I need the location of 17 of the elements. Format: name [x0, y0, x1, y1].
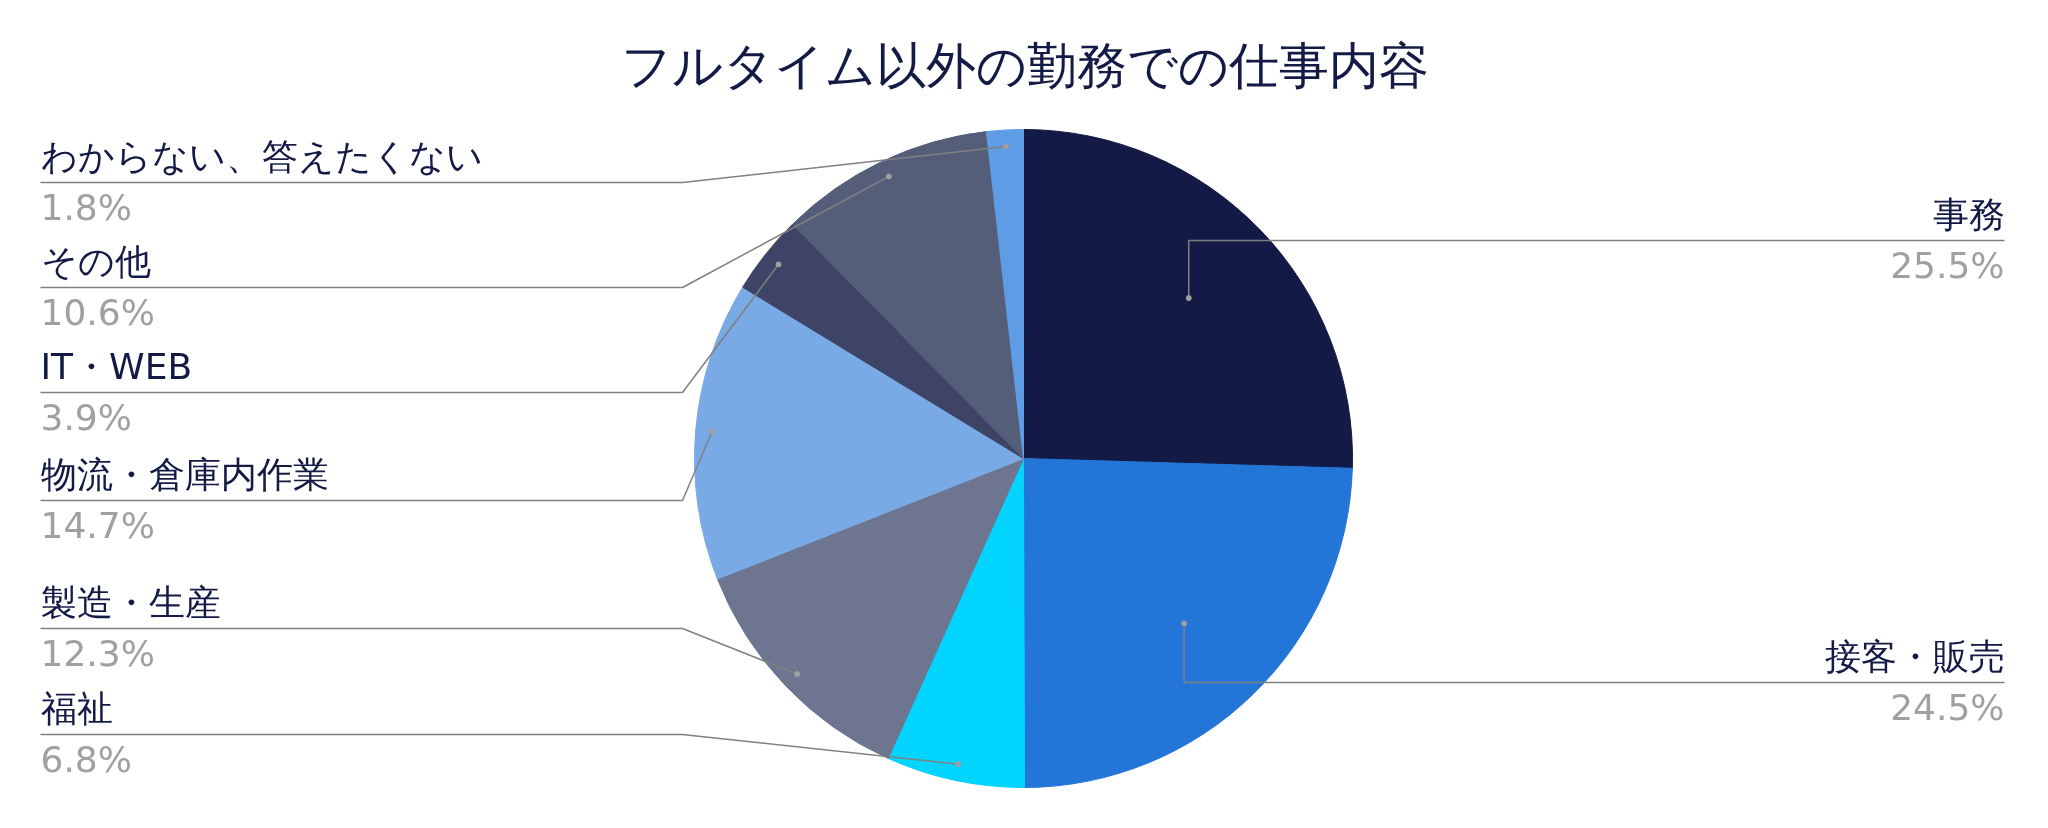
data-label: 14.7%	[40, 504, 155, 546]
data-label: 24.5%	[1890, 686, 2005, 728]
slice-label: 事務	[1932, 193, 2005, 235]
data-label: 12.3%	[40, 632, 155, 674]
data-label: 3.9%	[40, 396, 132, 438]
slice-label: 物流・倉庫内作業	[40, 453, 329, 495]
slice-label: 福祉	[40, 687, 113, 729]
chart-title: フルタイム以外の勤務での仕事内容	[620, 36, 1429, 95]
data-label: 6.8%	[40, 738, 132, 780]
slice-label: IT・WEB	[40, 345, 193, 387]
data-label: 1.8%	[40, 186, 132, 228]
slice-label: 製造・生産	[40, 581, 221, 623]
data-label: 25.5%	[1890, 244, 2005, 286]
slice-label: その他	[40, 240, 151, 282]
slice-label: 接客・販売	[1824, 635, 2005, 677]
data-label: 10.6%	[40, 291, 155, 333]
slice-label: わからない、答えたくない	[40, 135, 483, 177]
